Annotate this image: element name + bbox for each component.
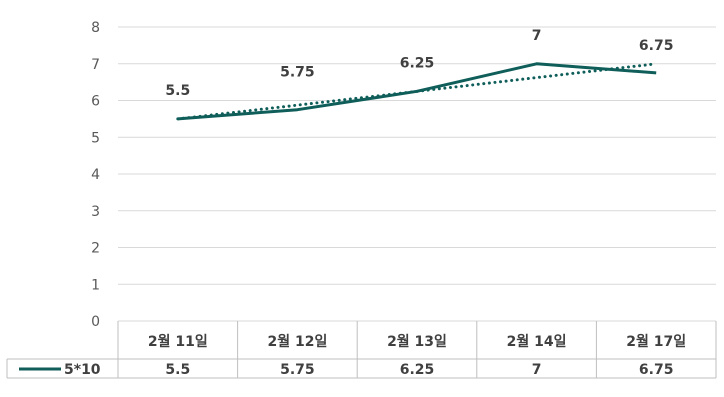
- y-tick-label: 1: [91, 277, 100, 293]
- data-label: 5.5: [165, 83, 190, 99]
- data-table-value: 5.75: [280, 362, 315, 378]
- data-label: 6.25: [400, 55, 435, 71]
- legend-key: 5*10: [19, 362, 101, 378]
- data-label: 5.75: [280, 65, 315, 81]
- y-tick-label: 6: [91, 94, 100, 110]
- y-tick-label: 3: [91, 204, 100, 220]
- y-tick-label: 8: [91, 20, 100, 36]
- category-label: 2월 11일: [148, 333, 208, 350]
- data-table-value: 7: [532, 362, 542, 378]
- category-label: 2월 12일: [267, 333, 327, 350]
- data-labels: 5.5 5.75 6.25 7 6.75: [165, 28, 673, 99]
- category-labels: 2월 11일 2월 12일 2월 13일 2월 14일 2월 17일: [148, 333, 686, 350]
- y-tick-label: 7: [91, 57, 100, 73]
- y-tick-label: 0: [91, 314, 100, 330]
- y-tick-label: 4: [91, 167, 100, 183]
- category-label: 2월 17일: [626, 333, 686, 350]
- category-label: 2월 13일: [387, 333, 447, 350]
- y-axis: 0 1 2 3 4 5 6 7 8: [91, 20, 100, 330]
- data-table: [6, 321, 717, 379]
- data-label: 7: [532, 28, 542, 44]
- series-name: 5*10: [64, 362, 101, 378]
- plot-area: [176, 62, 658, 121]
- data-table-values: 5.5 5.75 6.25 7 6.75: [165, 362, 673, 378]
- data-label: 6.75: [639, 38, 674, 54]
- y-tick-label: 5: [91, 130, 100, 146]
- data-table-value: 6.25: [400, 362, 435, 378]
- y-tick-label: 2: [91, 241, 100, 257]
- series-line: [177, 62, 657, 121]
- category-label: 2월 14일: [507, 333, 567, 350]
- data-table-value: 6.75: [639, 362, 674, 378]
- data-table-value: 5.5: [165, 362, 190, 378]
- gridlines: [118, 26, 716, 322]
